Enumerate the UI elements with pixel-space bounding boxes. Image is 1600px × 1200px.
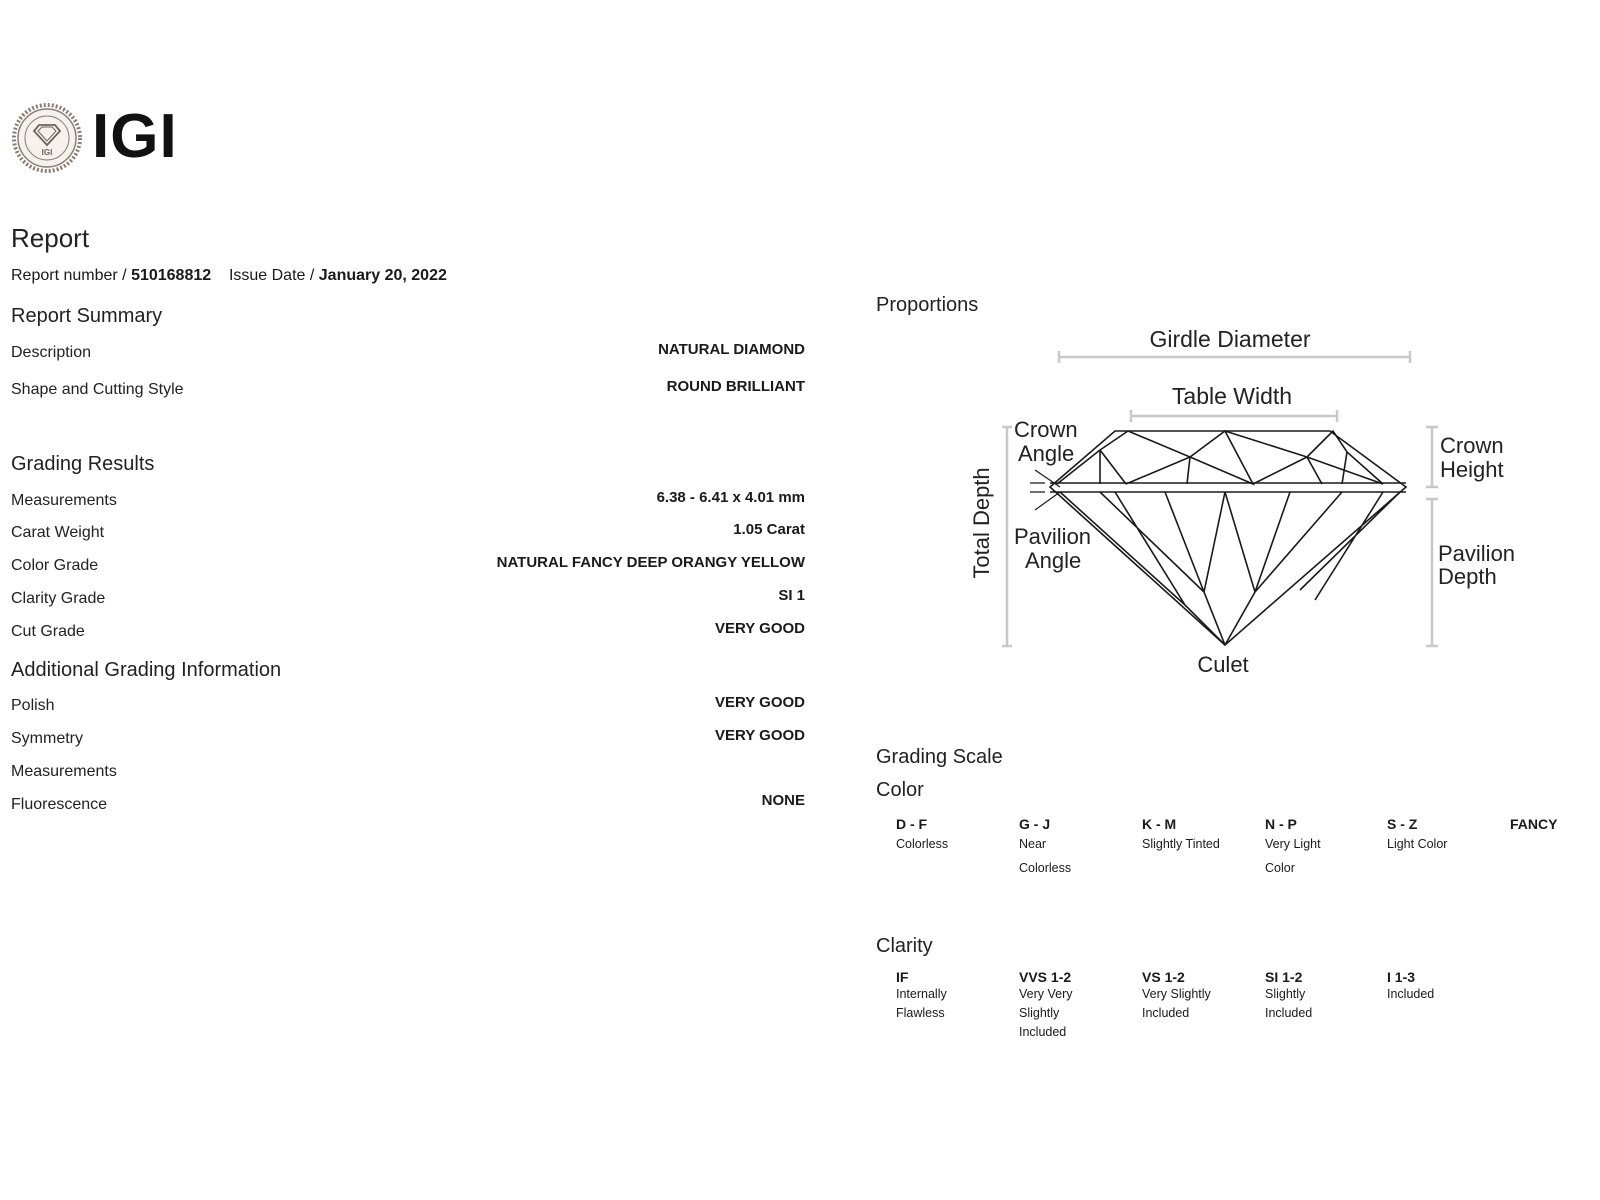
color-desc: Very Light Color: [1265, 837, 1321, 875]
clarity-code: VVS 1-2: [1019, 969, 1072, 985]
pavilion-depth-label-2: Depth: [1438, 564, 1497, 589]
color-code: N - P: [1265, 816, 1297, 832]
igi-seal-icon: IGI: [12, 103, 82, 173]
issue-date: January 20, 2022: [318, 267, 447, 284]
proportions-heading: Proportions: [876, 294, 979, 316]
measurements-label: Measurements: [11, 492, 117, 509]
color-code: S - Z: [1387, 816, 1418, 832]
color-code: FANCY: [1510, 816, 1558, 832]
color-scale-item: N - P Very Light Color: [1265, 816, 1340, 880]
color-scale-heading: Color: [876, 779, 924, 801]
color-desc: Near Colorless: [1019, 837, 1072, 875]
pavilion-angle-label-2: Angle: [1025, 548, 1081, 573]
grading-scale-heading: Grading Scale: [876, 746, 1003, 768]
color-grade-value: NATURAL FANCY DEEP ORANGY YELLOW: [496, 554, 805, 571]
color-desc: Light Color: [1387, 837, 1448, 851]
shape-value: ROUND BRILLIANT: [666, 378, 805, 395]
shape-label: Shape and Cutting Style: [11, 381, 184, 398]
grading-results-heading: Grading Results: [11, 453, 155, 475]
clarity-code: I 1-3: [1387, 969, 1416, 985]
color-code: D - F: [896, 816, 928, 832]
carat-weight-label: Carat Weight: [11, 524, 105, 541]
description-value: NATURAL DIAMOND: [658, 341, 805, 358]
total-depth-label: Total Depth: [969, 467, 994, 578]
table-width-label: Table Width: [1172, 383, 1292, 409]
clarity-code: SI 1-2: [1265, 969, 1303, 985]
measurements-value: 6.38 - 6.41 x 4.01 mm: [656, 489, 805, 506]
dimension-lines: [1002, 351, 1438, 648]
symmetry-value: VERY GOOD: [714, 727, 805, 744]
clarity-desc: Included: [1387, 987, 1435, 1001]
clarity-scale-item: VS 1-2 Very Slightly Included: [1142, 969, 1232, 1023]
report-meta: Report number / 510168812 Issue Date / J…: [11, 267, 447, 285]
clarity-desc: Slightly Included: [1265, 987, 1313, 1020]
color-desc: Colorless: [896, 837, 949, 851]
report-number: 510168812: [131, 267, 212, 284]
clarity-scale-item: I 1-3 Included: [1387, 969, 1497, 1004]
polish-label: Polish: [11, 697, 55, 714]
clarity-grade-label: Clarity Grade: [11, 590, 106, 607]
color-desc: Slightly Tinted: [1142, 837, 1220, 851]
clarity-scale-item: VVS 1-2 Very Very Slightly Included: [1019, 969, 1087, 1042]
report-summary-heading: Report Summary: [11, 305, 163, 327]
pavilion-angle-label-1: Pavilion: [1014, 524, 1091, 549]
crown-height-label-1: Crown: [1440, 433, 1504, 458]
clarity-desc: Very Slightly Included: [1142, 987, 1211, 1020]
clarity-desc: Internally Flawless: [896, 987, 947, 1020]
color-scale-item: FANCY: [1510, 816, 1557, 832]
page-title: Report: [11, 223, 90, 253]
crown-angle-label-2: Angle: [1018, 441, 1074, 466]
clarity-code: IF: [896, 969, 909, 985]
clarity-scale-item: IF Internally Flawless: [896, 969, 966, 1023]
polish-value: VERY GOOD: [714, 694, 805, 711]
color-scale-item: D - F Colorless: [896, 816, 1006, 856]
color-grade-label: Color Grade: [11, 557, 99, 574]
diamond-outline: [1030, 429, 1408, 647]
color-scale-item: K - M Slightly Tinted: [1142, 816, 1252, 856]
symmetry-label: Symmetry: [11, 730, 83, 747]
additional-measurements-label: Measurements: [11, 763, 117, 780]
crown-angle-label-1: Crown: [1014, 417, 1078, 442]
clarity-code: VS 1-2: [1142, 969, 1185, 985]
report-number-label: Report number /: [11, 267, 127, 284]
cut-grade-label: Cut Grade: [11, 623, 85, 640]
girdle-diameter-label: Girdle Diameter: [1149, 326, 1310, 352]
cut-grade-value: VERY GOOD: [714, 620, 805, 637]
carat-weight-value: 1.05 Carat: [733, 521, 805, 538]
igi-wordmark: IGI: [92, 102, 178, 171]
color-code: G - J: [1019, 816, 1051, 832]
issue-date-label: Issue Date /: [228, 267, 315, 284]
igi-logo: IGI IGI: [12, 102, 187, 173]
fluorescence-label: Fluorescence: [11, 796, 108, 813]
culet-label: Culet: [1197, 652, 1248, 677]
clarity-desc: Very Very Slightly Included: [1019, 987, 1073, 1039]
pavilion-depth-label-1: Pavilion: [1438, 541, 1515, 566]
diamond-proportions-diagram: Girdle Diameter Table Width Crown Angle …: [969, 326, 1515, 677]
additional-heading: Additional Grading Information: [11, 659, 282, 681]
color-code: K - M: [1142, 816, 1177, 832]
crown-height-label-2: Height: [1440, 457, 1504, 482]
svg-text:IGI: IGI: [42, 148, 53, 157]
color-scale-item: G - J Near Colorless: [1019, 816, 1079, 880]
clarity-scale-heading: Clarity: [876, 935, 933, 957]
clarity-grade-value: SI 1: [778, 587, 805, 604]
description-label: Description: [11, 344, 92, 361]
clarity-scale-item: SI 1-2 Slightly Included: [1265, 969, 1325, 1023]
color-scale-item: S - Z Light Color: [1387, 816, 1497, 856]
fluorescence-value: NONE: [761, 792, 805, 809]
